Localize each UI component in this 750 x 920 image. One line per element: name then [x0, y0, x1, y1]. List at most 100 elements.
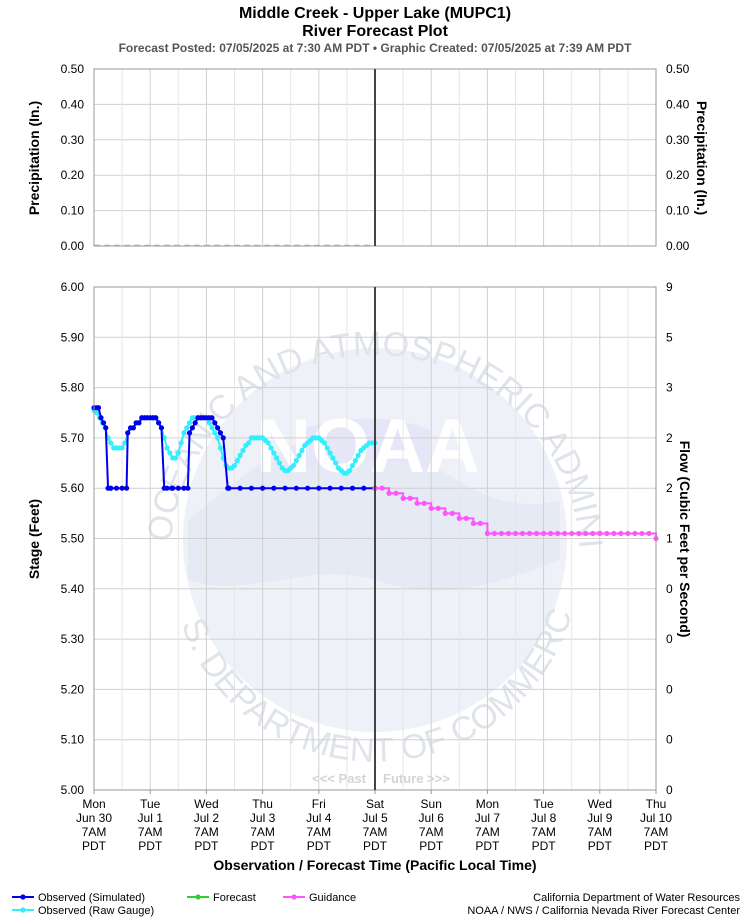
observed-raw-point — [290, 462, 297, 469]
observed-raw-point — [206, 420, 212, 426]
precip-y-axis-right: 0.00 0.10 0.20 0.30 0.40 0.50 — [666, 62, 690, 253]
guidance-point — [526, 530, 533, 537]
observed-simulated-point — [103, 425, 109, 431]
x-tick-label-line: PDT — [588, 839, 613, 853]
x-tick-label-line: Mon — [476, 797, 499, 811]
observed-raw-point — [324, 445, 330, 451]
observed-simulated-point — [248, 485, 254, 491]
stage-y-tick-label: 5.10 — [61, 733, 85, 747]
x-tick-label-line: 7AM — [250, 825, 275, 839]
flow-y-tick-label: 5 — [666, 330, 673, 344]
flow-y-tick-label: 3 — [666, 381, 673, 395]
observed-raw-point — [347, 467, 353, 474]
x-tick-label-line: Jul 9 — [587, 811, 613, 825]
x-tick-label-line: PDT — [194, 839, 219, 853]
observed-simulated-point — [185, 485, 191, 491]
x-tick-label-line: 7AM — [419, 825, 444, 839]
x-tick-label-line: PDT — [532, 839, 557, 853]
observed-raw-point — [327, 450, 333, 456]
guidance-point — [400, 495, 406, 501]
guidance-point — [379, 485, 385, 491]
stage-y-tick-label: 5.90 — [61, 330, 85, 344]
observed-raw-point — [167, 450, 173, 456]
observed-simulated-point — [217, 430, 224, 436]
flow-y-tick-label: 0 — [666, 783, 673, 797]
observed-simulated-point — [170, 485, 176, 491]
observed-simulated-point — [158, 425, 165, 431]
credit-line1: California Department of Water Resources — [533, 892, 740, 904]
guidance-point — [428, 505, 434, 511]
observed-simulated-point — [136, 420, 142, 426]
x-tick-label-line: PDT — [82, 839, 107, 853]
observed-raw-point — [178, 440, 184, 446]
guidance-point — [611, 530, 617, 537]
observed-simulated-point — [186, 430, 193, 436]
legend-observed-raw: Observed (Raw Gauge) — [12, 905, 154, 917]
x-tick-label-line: Jul 5 — [362, 811, 388, 825]
observed-raw-point — [237, 452, 243, 459]
x-tick-label-line: PDT — [138, 839, 163, 853]
guidance-point — [562, 530, 568, 537]
precip-y-tick-label: 0.10 — [61, 204, 85, 218]
observed-simulated-point — [108, 485, 114, 491]
precip-y-tick-label-right: 0.40 — [666, 97, 690, 111]
stage-y-tick-label: 5.40 — [61, 582, 85, 596]
future-label: Future >>> — [383, 771, 450, 786]
guidance-point — [583, 530, 589, 537]
precip-y-tick-label-right: 0.30 — [666, 133, 690, 147]
observed-raw-point — [231, 462, 238, 469]
observed-simulated-point — [361, 485, 367, 491]
observed-simulated-point — [123, 485, 130, 491]
observed-raw-point — [175, 450, 181, 456]
observed-raw-point — [234, 457, 240, 464]
guidance-point — [569, 530, 575, 537]
guidance-point — [442, 510, 448, 516]
x-tick-label-line: Sun — [421, 797, 442, 811]
guidance-point — [477, 520, 483, 527]
observed-raw-point — [209, 425, 215, 431]
observed-raw-point — [122, 440, 128, 446]
observed-raw-point — [271, 450, 277, 456]
x-tick-label-line: Tue — [140, 797, 161, 811]
guidance-point — [393, 490, 399, 496]
guidance-point — [421, 500, 427, 506]
x-tick-label-line: 7AM — [194, 825, 219, 839]
observed-simulated-point — [338, 485, 344, 491]
x-tick-label-line: Fri — [312, 797, 326, 811]
x-tick-label-line: PDT — [475, 839, 500, 853]
observed-simulated-point — [181, 485, 187, 491]
flow-y-tick-label: 0 — [666, 582, 673, 596]
observed-simulated-point — [119, 485, 125, 491]
guidance-point — [618, 530, 624, 537]
x-tick-label-line: 7AM — [475, 825, 500, 839]
observed-simulated-point — [156, 420, 162, 426]
observed-raw-point — [245, 440, 252, 446]
x-tick-label-line: Jul 4 — [306, 811, 332, 825]
observed-simulated-point — [293, 485, 299, 491]
guidance-point — [414, 500, 420, 506]
guidance-point — [498, 530, 505, 537]
svg-text:Observed (Simulated): Observed (Simulated) — [38, 892, 145, 904]
x-tick-label-line: 7AM — [587, 825, 612, 839]
x-tick-label-line: 7AM — [306, 825, 331, 839]
legend-forecast: Forecast — [187, 892, 256, 904]
flow-y-tick-label: 0 — [666, 632, 673, 646]
observed-simulated-point — [304, 485, 311, 491]
stage-y-tick-label: 6.00 — [61, 280, 85, 294]
observed-simulated-point — [192, 420, 198, 426]
stage-y-label: Stage (Feet) — [26, 499, 42, 579]
observed-simulated-point — [113, 485, 120, 491]
legend: Observed (Simulated) Observed (Raw Gauge… — [12, 892, 356, 917]
x-axis-label: Observation / Forecast Time (Pacific Loc… — [213, 857, 536, 873]
guidance-point — [576, 530, 582, 537]
observed-simulated-point — [209, 415, 215, 421]
observed-simulated-point — [327, 485, 333, 491]
x-tick-label-line: 7AM — [138, 825, 163, 839]
guidance-point — [646, 530, 652, 537]
precip-y-tick-label-right: 0.00 — [666, 239, 690, 253]
observed-simulated-point — [100, 420, 107, 426]
observed-raw-point — [164, 445, 170, 451]
x-tick-label-line: 7AM — [363, 825, 388, 839]
